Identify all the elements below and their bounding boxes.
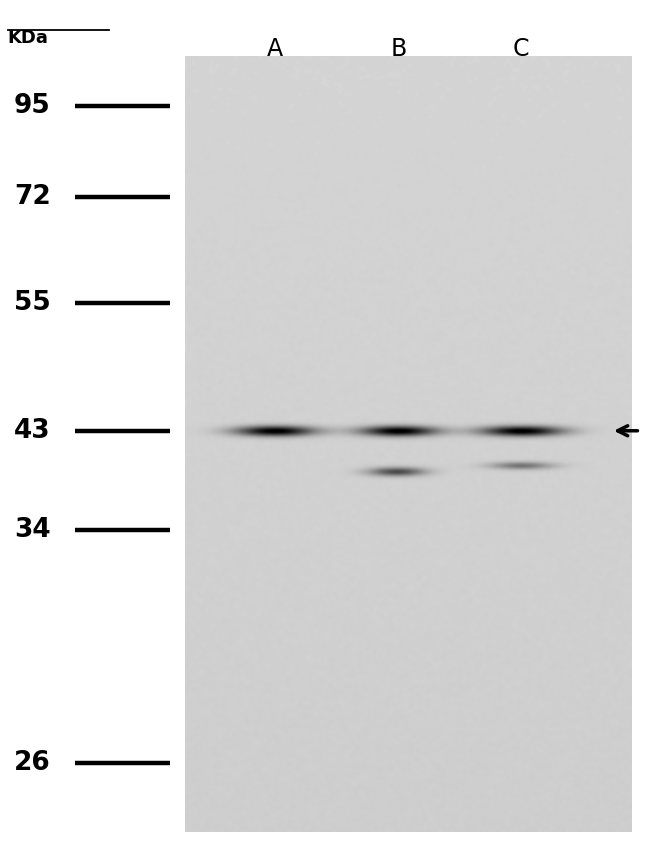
Text: C: C xyxy=(513,37,530,61)
Text: 26: 26 xyxy=(14,750,51,776)
Text: A: A xyxy=(267,37,283,61)
Text: 34: 34 xyxy=(14,517,51,543)
Text: 43: 43 xyxy=(14,418,51,444)
Text: 55: 55 xyxy=(14,290,51,316)
Text: 72: 72 xyxy=(14,184,51,210)
Text: B: B xyxy=(390,37,407,61)
Text: KDa: KDa xyxy=(8,29,49,47)
Text: 95: 95 xyxy=(14,93,51,119)
